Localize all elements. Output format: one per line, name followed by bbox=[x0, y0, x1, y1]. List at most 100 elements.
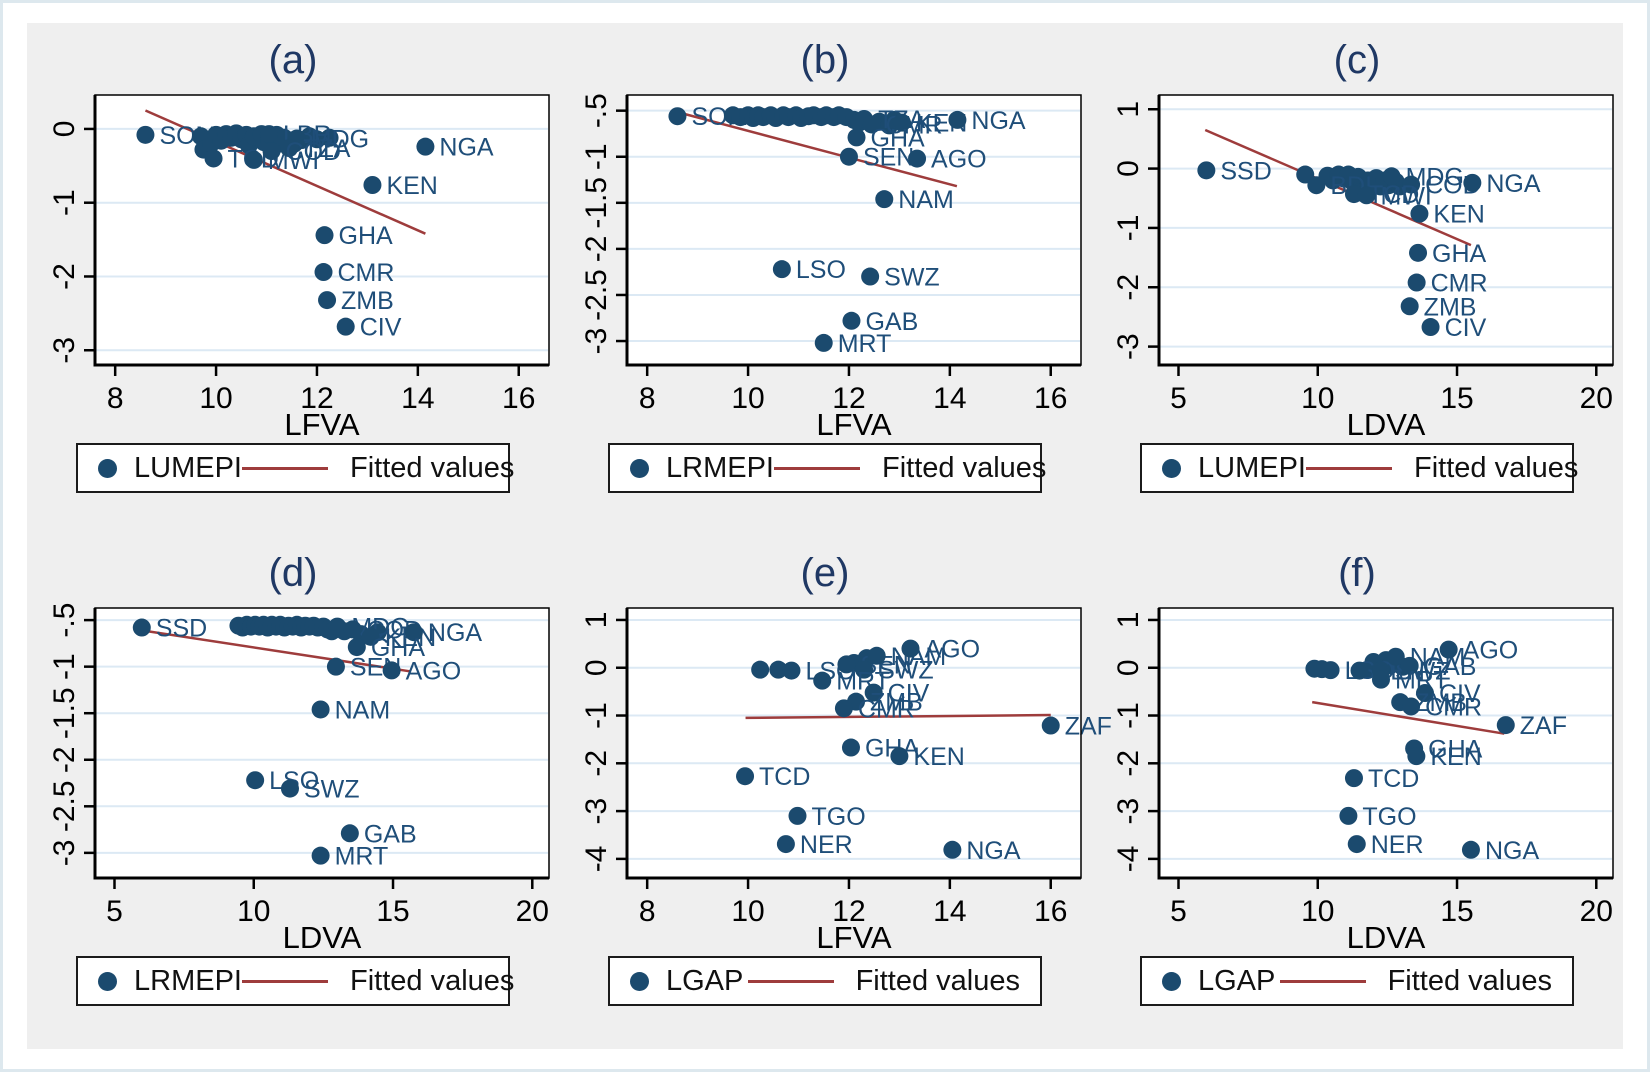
data-point-NGA bbox=[404, 623, 423, 642]
data-point-CIV bbox=[1415, 684, 1434, 703]
x-axis-label: LDVA bbox=[1347, 407, 1426, 442]
scatter-chart-d: SSDMDGCODKENNGAGHASENAGONAMLSOSWZGABMRT-… bbox=[48, 603, 550, 955]
x-tick-label: 16 bbox=[1034, 895, 1067, 928]
legend-fitted-label: Fitted values bbox=[349, 451, 515, 484]
point-label-CMR: CMR bbox=[1425, 693, 1482, 721]
x-axis-ticks: 5 10 15 20 bbox=[106, 878, 549, 928]
point-label-AGO: AGO bbox=[406, 657, 462, 685]
data-point-MDG bbox=[1382, 167, 1401, 186]
data-point-MWI bbox=[1357, 186, 1376, 205]
point-label-KEN: KEN bbox=[386, 172, 437, 200]
x-tick-label: 8 bbox=[639, 382, 656, 415]
data-point-KEN bbox=[1407, 747, 1426, 766]
scatter-chart-c: SSDBDIMDGCODTCDMWINGAKENGHACMRZMBCIV10-1… bbox=[1112, 94, 1614, 442]
x-axis-label: LDVA bbox=[1347, 920, 1426, 955]
legend-marker-dot bbox=[98, 458, 117, 478]
point-label-NAM: NAM bbox=[335, 696, 391, 724]
point-label-TZA: TZA bbox=[303, 135, 351, 163]
y-tick-label: -3 bbox=[580, 798, 613, 825]
data-point-NGA bbox=[1461, 840, 1480, 859]
scatter-points: LSO SENSWZNAMAGOMRTCIVZMBCMRZAFGHAKENTCDT… bbox=[736, 636, 1112, 865]
data-point-COD bbox=[262, 142, 281, 161]
x-tick-label: 10 bbox=[1301, 382, 1334, 415]
data-point-KEN bbox=[1410, 204, 1429, 223]
scatter-points: SOMTZACMRKENNGAGHASENAGONAMLSOSWZGABMRT bbox=[668, 103, 1026, 358]
x-tick-label: 20 bbox=[516, 895, 549, 928]
data-point-NAM bbox=[1386, 647, 1405, 666]
legend-series-label: LRMEPI bbox=[134, 964, 242, 997]
y-tick-label: -1.5 bbox=[48, 687, 81, 739]
point-label-ZMB: ZMB bbox=[870, 689, 923, 717]
panel-title-d: (d) bbox=[268, 551, 318, 595]
data-point-GHA bbox=[347, 638, 366, 657]
x-axis-ticks: 5 10 15 20 bbox=[1170, 365, 1613, 415]
data-point-TZA bbox=[280, 139, 299, 158]
x-tick-label: 16 bbox=[1034, 382, 1067, 415]
panel-e: (e) LSO SEN SWZ NAM AGO MRT CIV ZMB CMR ZAF GHA KEN… bbox=[559, 536, 1112, 1049]
legend-marker-dot bbox=[1162, 458, 1181, 478]
point-label-ZAF: ZAF bbox=[1065, 713, 1112, 741]
x-tick-label: 8 bbox=[639, 895, 656, 928]
data-point-SWZ bbox=[855, 660, 874, 679]
point-label-ZMB: ZMB bbox=[341, 287, 394, 315]
data-point-CMR bbox=[1407, 273, 1426, 292]
point-label-NGA: NGA bbox=[971, 107, 1026, 135]
x-axis-label: LFVA bbox=[816, 920, 892, 955]
scatter-chart-f: LSOSENSWZNAMGABAGOMRTCIVZMBCMRZAFGHAKENT… bbox=[1112, 607, 1614, 955]
y-tick-label: -2.5 bbox=[48, 780, 81, 832]
data-point-NGA bbox=[948, 110, 967, 129]
legend-fitted-label: Fitted values bbox=[349, 964, 515, 997]
panel-f: (f) LSO SEN SWZ NAM GAB AGO MRT CIV ZMB CMR ZAF GHA… bbox=[1091, 536, 1623, 1049]
data-point-MRT bbox=[814, 333, 833, 352]
point-label-AGO: AGO bbox=[924, 636, 980, 664]
x-axis-ticks: 8 10 12 14 16 bbox=[639, 878, 1067, 928]
x-tick-label: 20 bbox=[1580, 382, 1613, 415]
x-axis-label: LDVA bbox=[283, 920, 362, 955]
data-point-TGO bbox=[1339, 806, 1358, 825]
data-point-GAB bbox=[1400, 656, 1419, 675]
point-label-GAB: GAB bbox=[364, 820, 417, 848]
x-tick-label: 15 bbox=[1440, 895, 1473, 928]
data-point-SWZ bbox=[280, 779, 299, 798]
data-point-SEN bbox=[326, 657, 345, 676]
point-label-MRT: MRT bbox=[838, 330, 892, 358]
point-label-TCD: TCD bbox=[1368, 181, 1419, 209]
y-axis-ticks: 1 0 -1 -2 -3 bbox=[1112, 101, 1159, 360]
data-point-ZMB bbox=[318, 291, 337, 310]
data-point-TGO bbox=[788, 806, 807, 825]
y-tick-label: 0 bbox=[1112, 160, 1145, 177]
scatter-points: LSOSENSWZNAMGABAGOMRTCIVZMBCMRZAFGHAKENT… bbox=[1305, 637, 1567, 865]
data-point-NAM bbox=[311, 700, 330, 719]
data-point-GAB bbox=[842, 311, 861, 330]
point-label-NER: NER bbox=[1371, 831, 1424, 859]
data-point-KEN bbox=[363, 176, 382, 194]
data-point-SSD bbox=[1197, 161, 1216, 180]
panel-title-b: (b) bbox=[800, 38, 850, 82]
data-point-GHA bbox=[847, 128, 866, 147]
data-point-SOM bbox=[668, 107, 687, 126]
point-label-CIV: CIV bbox=[360, 314, 402, 342]
x-tick-label: 10 bbox=[1301, 895, 1334, 928]
data-point-SWZ bbox=[861, 267, 880, 286]
data-point-MRT bbox=[1371, 670, 1390, 689]
data-point-SEN bbox=[1350, 661, 1369, 680]
x-tick-label: 14 bbox=[933, 382, 966, 415]
data-point bbox=[320, 128, 339, 147]
data-point-NGA bbox=[416, 137, 435, 156]
point-label-CIV: CIV bbox=[1445, 314, 1487, 342]
y-tick-label: -1 bbox=[580, 143, 613, 170]
data-point-AGO bbox=[908, 149, 927, 168]
point-label-GHA: GHA bbox=[1428, 735, 1483, 763]
x-tick-label: 5 bbox=[1170, 895, 1187, 928]
point-label-NAM: NAM bbox=[898, 186, 954, 214]
point-label-TGO: TGO bbox=[1362, 803, 1416, 831]
data-point-GHA bbox=[1409, 243, 1428, 262]
point-label-GHA: GHA bbox=[871, 124, 926, 152]
data-point-KEN bbox=[890, 747, 909, 766]
data-point-LSO bbox=[772, 260, 791, 279]
point-label-GHA: GHA bbox=[371, 634, 426, 662]
data-point-NER bbox=[776, 835, 795, 854]
legend-series-label: LUMEPI bbox=[134, 451, 242, 484]
data-point-LSO bbox=[1321, 661, 1340, 680]
panel-b: (b) SOMTZACMRKENNGAGHASENAGONAMLSOSWZGAB… bbox=[559, 23, 1091, 536]
